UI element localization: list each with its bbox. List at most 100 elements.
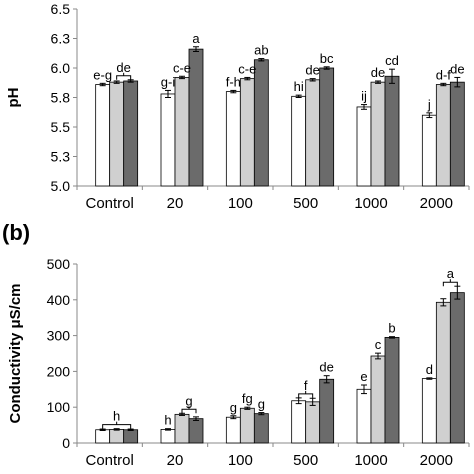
- significance-label: bc: [320, 51, 334, 66]
- y-tick-label: 6.0: [51, 60, 71, 76]
- significance-label: ij: [361, 89, 367, 104]
- significance-label: g: [230, 400, 237, 415]
- conductivity-chart: 0 100 200 300 400 500 Control 20 100 500 1000 2000 C…: [2, 222, 470, 469]
- bar: [384, 336, 400, 444]
- bar: [356, 106, 372, 187]
- x-tick-label: 2000: [420, 452, 453, 469]
- bar: [253, 413, 269, 444]
- x-tick-label: 2000: [420, 195, 453, 212]
- bar: [109, 428, 125, 444]
- significance-label: h: [113, 409, 120, 424]
- bar: [174, 77, 190, 187]
- x-tick-label: 500: [293, 452, 318, 469]
- x-tick-label: Control: [85, 195, 133, 212]
- significance-label: f: [304, 378, 308, 393]
- significance-label: e-g: [93, 67, 112, 82]
- significance-label: f-h: [226, 74, 241, 89]
- significance-label: c-e: [238, 61, 256, 76]
- y-tick-label: 6.3: [51, 31, 71, 47]
- significance-label: de: [319, 360, 333, 375]
- significance-label: g-i: [161, 74, 176, 89]
- x-tick-label: 1000: [354, 195, 387, 212]
- bar: [384, 75, 400, 187]
- ph-chart: 5.0 5.3 5.5 5.8 6.0 6.3 6.5 Control 20 100 500 1000…: [5, 1, 470, 212]
- x-tick-label: 100: [228, 452, 253, 469]
- y-tick-label: 6.5: [51, 1, 71, 17]
- x-tick-label: 1000: [354, 452, 387, 469]
- bracket: [102, 424, 132, 429]
- bar: [95, 429, 111, 444]
- bracket: [116, 75, 132, 80]
- bar: [239, 78, 255, 187]
- y-tick-label: 300: [47, 328, 71, 344]
- y-axis-label: Conductivity μS/cm: [7, 283, 24, 423]
- x-tick-label: 20: [167, 452, 184, 469]
- bracket: [442, 281, 458, 287]
- y-axis-label: pH: [5, 88, 22, 108]
- y-tick-label: 5.0: [51, 178, 71, 194]
- bar: [370, 355, 386, 444]
- y-tick-label: 500: [47, 256, 71, 272]
- significance-label: de: [450, 61, 464, 76]
- y-tick-label: 5.8: [51, 90, 71, 106]
- significance-label: hi: [294, 79, 304, 94]
- significance-label: ab: [254, 43, 268, 58]
- significance-label: e: [360, 369, 367, 384]
- y-tick-label: 5.3: [51, 149, 71, 165]
- bar: [356, 388, 372, 444]
- significance-label: c-e: [173, 60, 191, 75]
- bar: [174, 413, 190, 444]
- significance-label: g: [185, 393, 192, 408]
- bar: [319, 67, 335, 187]
- x-tick-label: 20: [167, 195, 184, 212]
- bar: [253, 59, 269, 187]
- bar: [123, 429, 139, 444]
- significance-label: g: [258, 397, 265, 412]
- significance-label: fg: [242, 391, 253, 406]
- y-tick-label: 200: [47, 363, 71, 379]
- significance-label: cd: [385, 53, 399, 68]
- bar: [225, 416, 241, 444]
- y-tick-label: 100: [47, 399, 71, 415]
- bar: [225, 91, 241, 187]
- bar: [421, 378, 437, 444]
- significance-label: de: [116, 60, 130, 75]
- panel-label: (b): [2, 222, 30, 245]
- bar: [305, 401, 321, 444]
- bracket: [181, 408, 197, 414]
- bar: [239, 407, 255, 444]
- x-tick-label: 500: [293, 195, 318, 212]
- significance-label: de: [305, 63, 319, 78]
- bar: [160, 93, 176, 187]
- y-tick-label: 400: [47, 292, 71, 308]
- bar: [188, 48, 204, 187]
- bar: [319, 378, 335, 444]
- significance-label: h: [164, 413, 171, 428]
- bar: [449, 292, 465, 444]
- bar: [291, 400, 307, 444]
- bar: [188, 418, 204, 444]
- bracket: [298, 393, 314, 398]
- bar: [421, 114, 437, 187]
- significance-label: d: [426, 362, 433, 377]
- bar: [370, 81, 386, 187]
- bar: [123, 80, 139, 187]
- bar: [305, 79, 321, 187]
- bar: [109, 81, 125, 187]
- y-tick-label: 0: [62, 435, 70, 451]
- significance-label: a: [192, 31, 200, 46]
- significance-label: a: [447, 266, 455, 281]
- significance-label: c: [375, 337, 382, 352]
- bar: [435, 301, 451, 444]
- y-tick-label: 5.5: [51, 119, 71, 135]
- significance-label: j: [427, 97, 431, 112]
- significance-label: b: [388, 321, 395, 336]
- bar: [449, 81, 465, 187]
- bar: [160, 428, 176, 444]
- significance-label: d-f: [436, 67, 452, 82]
- bar: [291, 95, 307, 187]
- bar: [435, 84, 451, 187]
- x-tick-label: Control: [85, 452, 133, 469]
- significance-label: de: [371, 65, 385, 80]
